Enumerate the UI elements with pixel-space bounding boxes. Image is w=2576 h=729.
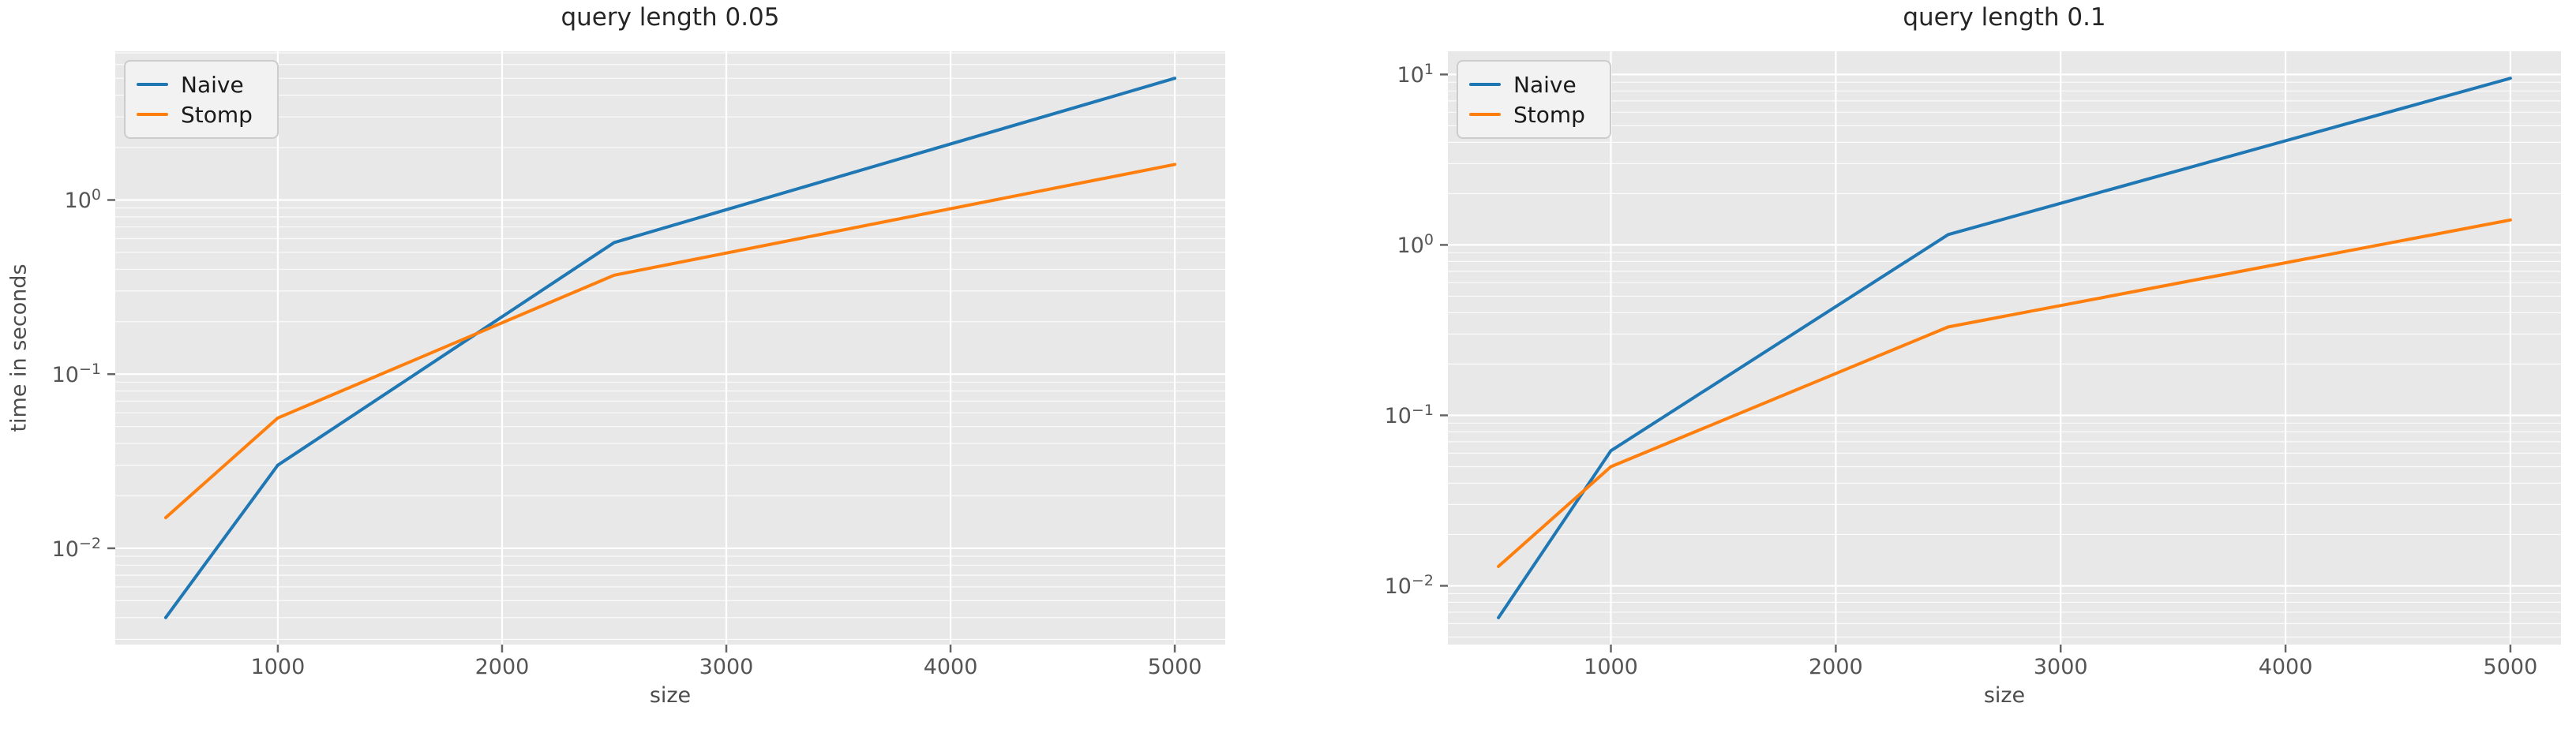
x-tick-label: 2000: [1809, 655, 1863, 679]
legend-label-stomp: Stomp: [1513, 101, 1585, 128]
y-tick-label: 10−1: [1384, 402, 1434, 429]
legend-item-stomp: Stomp: [137, 99, 277, 129]
chart2-x-axis-label: size: [1983, 683, 2026, 708]
x-tick-label: 2000: [474, 655, 530, 679]
series-line-naive: [163, 77, 1177, 619]
x-tick-label: 1000: [250, 655, 306, 679]
series-line-stomp: [1497, 218, 2512, 568]
legend-item-stomp: Stomp: [1469, 99, 1610, 129]
x-tick-label: 3000: [699, 655, 754, 679]
series-line-naive: [1497, 77, 2512, 619]
legend-label-naive: Naive: [1513, 71, 1577, 98]
y-tick-label: 10−1: [51, 361, 101, 388]
x-tick-label: 5000: [2483, 655, 2538, 679]
naive-line-swatch: [137, 83, 168, 86]
naive-line-swatch: [1469, 83, 1501, 86]
y-tick-label: 10−2: [51, 534, 101, 562]
y-tick-label: 101: [1397, 61, 1434, 88]
plot-background: [1448, 51, 2561, 645]
chart1-title: query length 0.05: [561, 3, 780, 32]
x-tick-label: 1000: [1584, 655, 1638, 679]
y-tick-label: 100: [1397, 231, 1434, 259]
stomp-line-swatch: [1469, 113, 1501, 116]
plot-background: [115, 51, 1225, 645]
chart2-plot-area: [1440, 51, 2561, 652]
x-tick-label: 4000: [923, 655, 978, 679]
chart1-plot-area: [107, 51, 1225, 652]
chart1-y-axis-label: time in seconds: [6, 264, 32, 432]
chart2-title: query length 0.1: [1903, 3, 2106, 32]
chart1-legend: Naive Stomp: [124, 60, 279, 139]
legend-item-naive: Naive: [1469, 69, 1610, 99]
y-tick-label: 100: [64, 186, 101, 214]
stomp-line-swatch: [137, 113, 168, 116]
legend-label-naive: Naive: [181, 71, 244, 98]
x-tick-label: 4000: [2258, 655, 2313, 679]
legend-item-naive: Naive: [137, 69, 277, 99]
x-tick-label: 5000: [1147, 655, 1202, 679]
chart1-x-axis-label: size: [649, 683, 692, 708]
legend-label-stomp: Stomp: [181, 101, 253, 128]
y-tick-label: 10−2: [1384, 572, 1434, 600]
chart2-legend: Naive Stomp: [1457, 60, 1611, 139]
series-line-stomp: [163, 163, 1177, 520]
x-tick-label: 3000: [2033, 655, 2088, 679]
